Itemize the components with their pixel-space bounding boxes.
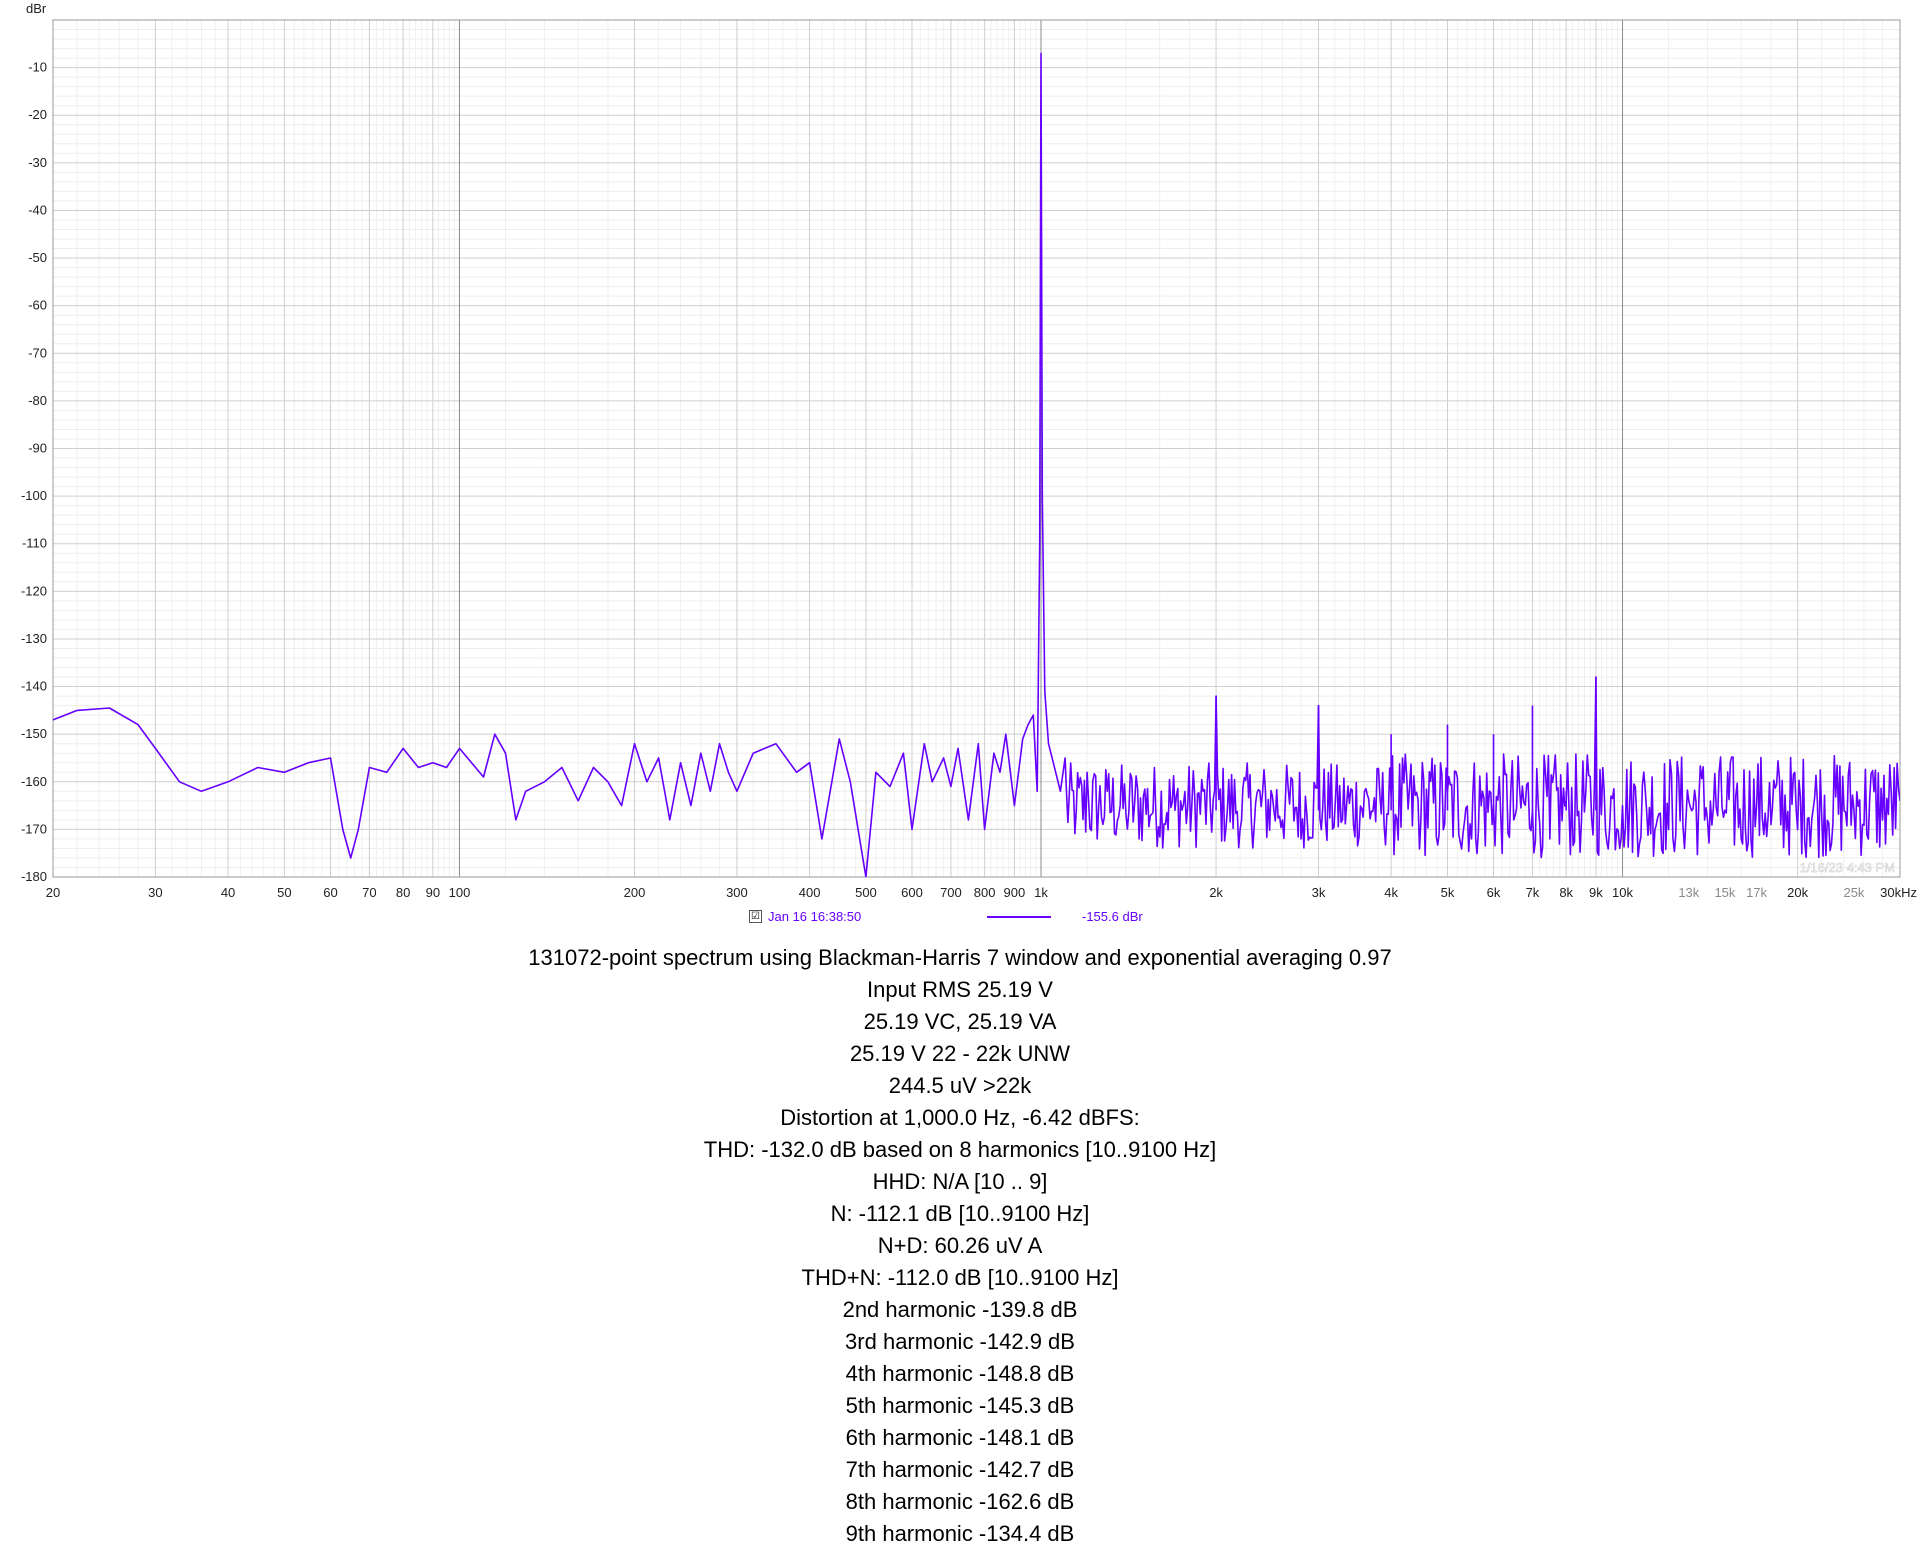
x-tick-label: 80 bbox=[396, 885, 410, 900]
stats-line: N: -112.1 dB [10..9100 Hz] bbox=[830, 1201, 1090, 1226]
x-tick-label: 200 bbox=[624, 885, 646, 900]
x-tick-label: 900 bbox=[1004, 885, 1026, 900]
stats-line: Distortion at 1,000.0 Hz, -6.42 dBFS: bbox=[780, 1105, 1140, 1130]
stats-line: 8th harmonic -162.6 dB bbox=[845, 1489, 1075, 1514]
stats-line: N+D: 60.26 uV A bbox=[877, 1233, 1043, 1258]
stats-line: 244.5 uV >22k bbox=[888, 1073, 1032, 1098]
stats-line: 7th harmonic -142.7 dB bbox=[845, 1457, 1075, 1482]
x-tick-label: 3k bbox=[1312, 885, 1326, 900]
x-tick-label: 600 bbox=[901, 885, 923, 900]
x-axis-ticks: 20 30 40 50 60 70 80 90 100 200 300 400 500 600 700 800… bbox=[46, 885, 1917, 900]
stats-line: 2nd harmonic -139.8 dB bbox=[842, 1297, 1078, 1322]
legend-cursor-value: -155.6 dBr bbox=[1082, 909, 1143, 924]
y-tick-label: -180 bbox=[21, 869, 47, 884]
stats-line: 3rd harmonic -142.9 dB bbox=[845, 1329, 1075, 1354]
y-tick-label: -140 bbox=[21, 679, 47, 694]
y-tick-label: -130 bbox=[21, 631, 47, 646]
y-tick-label: -80 bbox=[28, 393, 47, 408]
x-tick-label: 30kHz bbox=[1880, 885, 1917, 900]
x-tick-label: 17k bbox=[1746, 885, 1767, 900]
y-tick-label: -40 bbox=[28, 202, 47, 217]
y-tick-label: -50 bbox=[28, 250, 47, 265]
y-tick-label: -110 bbox=[22, 536, 47, 551]
y-axis-ticks: -10 -20 -30 -40 -50 -60 -70 -80 -90 -100 -110 -120 -… bbox=[21, 60, 47, 884]
legend-line-swatch bbox=[987, 916, 1051, 918]
y-tick-label: -160 bbox=[21, 774, 47, 789]
x-tick-label: 15k bbox=[1714, 885, 1735, 900]
stats-line: 6th harmonic -148.1 dB bbox=[845, 1425, 1075, 1450]
x-tick-label: 50 bbox=[277, 885, 291, 900]
x-tick-label: 800 bbox=[974, 885, 996, 900]
legend-checkbox[interactable]: ☑ bbox=[749, 910, 762, 923]
x-tick-label: 40 bbox=[221, 885, 235, 900]
x-tick-label: 700 bbox=[940, 885, 962, 900]
series-line bbox=[53, 52, 1900, 877]
x-tick-label: 500 bbox=[855, 885, 877, 900]
timestamp-watermark: 1/16/23 4:43 PM bbox=[1800, 860, 1895, 875]
stats-line: THD: -132.0 dB based on 8 harmonics [10.… bbox=[703, 1137, 1217, 1162]
stats-line: HHD: N/A [10 .. 9] bbox=[872, 1169, 1048, 1194]
x-tick-label: 9k bbox=[1589, 885, 1603, 900]
x-tick-label: 1k bbox=[1034, 885, 1048, 900]
x-tick-label: 4k bbox=[1384, 885, 1398, 900]
x-tick-label: 8k bbox=[1559, 885, 1573, 900]
x-tick-label: 400 bbox=[799, 885, 821, 900]
y-tick-label: -30 bbox=[28, 155, 47, 170]
y-tick-label: -60 bbox=[28, 298, 47, 313]
plot-border bbox=[52, 19, 1901, 878]
stats-line: 9th harmonic -134.4 dB bbox=[845, 1521, 1075, 1546]
x-tick-label: 10k bbox=[1612, 885, 1633, 900]
y-tick-label: -120 bbox=[21, 583, 47, 598]
x-tick-label: 300 bbox=[726, 885, 748, 900]
stats-line: 5th harmonic -145.3 dB bbox=[845, 1393, 1075, 1418]
x-tick-label: 20 bbox=[46, 885, 60, 900]
y-tick-label: -150 bbox=[21, 726, 47, 741]
x-tick-label: 2k bbox=[1209, 885, 1223, 900]
x-tick-label: 60 bbox=[323, 885, 337, 900]
y-tick-label: -70 bbox=[28, 345, 47, 360]
stats-line: THD+N: -112.0 dB [10..9100 Hz] bbox=[801, 1265, 1119, 1290]
x-tick-label: 30 bbox=[148, 885, 162, 900]
stats-line: Input RMS 25.19 V bbox=[867, 977, 1053, 1002]
y-tick-label: -170 bbox=[21, 821, 47, 836]
legend-date: Jan 16 16:38:50 bbox=[768, 909, 862, 924]
y-tick-label: -10 bbox=[28, 60, 47, 75]
stats-line: 25.19 V 22 - 22k UNW bbox=[849, 1041, 1071, 1066]
legend: ☑ Jan 16 16:38:50 -155.6 dBr bbox=[0, 908, 1920, 930]
stats-line: 25.19 VC, 25.19 VA bbox=[863, 1009, 1057, 1034]
x-tick-label: 90 bbox=[426, 885, 440, 900]
y-axis-label: dBr bbox=[26, 1, 47, 16]
series-layer bbox=[53, 52, 1900, 877]
x-tick-label: 6k bbox=[1487, 885, 1501, 900]
y-tick-label: -100 bbox=[21, 488, 47, 503]
y-tick-label: -90 bbox=[28, 441, 47, 456]
y-tick-label: -20 bbox=[28, 107, 47, 122]
measurement-stats: 131072-point spectrum using Blackman-Har… bbox=[0, 942, 1920, 1550]
x-tick-label: 13k bbox=[1678, 885, 1699, 900]
stats-line: 131072-point spectrum using Blackman-Har… bbox=[528, 945, 1392, 970]
stats-line: 4th harmonic -148.8 dB bbox=[845, 1361, 1075, 1386]
x-tick-label: 7k bbox=[1526, 885, 1540, 900]
x-tick-label: 20k bbox=[1787, 885, 1808, 900]
x-tick-label: 5k bbox=[1441, 885, 1455, 900]
x-tick-label: 25k bbox=[1843, 885, 1864, 900]
x-tick-label: 100 bbox=[449, 885, 471, 900]
x-tick-label: 70 bbox=[362, 885, 376, 900]
spectrum-chart: dBr -10-20-30-40-50-60-70-80-90-100-110-… bbox=[21, 1, 1917, 900]
